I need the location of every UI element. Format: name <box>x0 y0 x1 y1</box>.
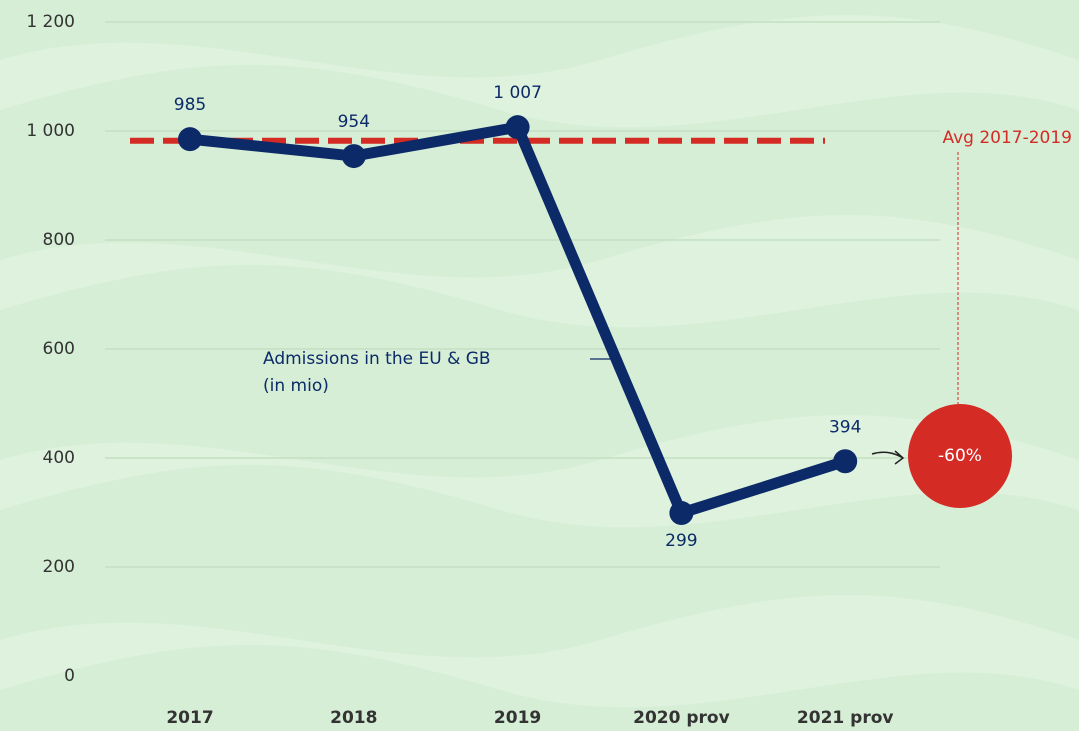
y-tick-label: 600 <box>43 339 75 359</box>
plot: 985 954 1 007 299 394 Admissions in the EU & … <box>174 83 862 551</box>
data-point <box>341 144 366 169</box>
y-tick-label: 200 <box>43 557 75 577</box>
data-label: 1 007 <box>493 83 542 103</box>
data-label: 299 <box>665 531 697 551</box>
x-tick-label: 2020 prov <box>633 708 730 728</box>
x-tick-label: 2021 prov <box>797 708 894 728</box>
data-point <box>505 115 530 140</box>
series-label: (in mio) <box>263 376 329 396</box>
data-point <box>833 449 858 474</box>
reference-label: Avg 2017-2019 <box>942 128 1072 148</box>
x-tick-label: 2019 <box>494 708 541 728</box>
annotation-arrow <box>871 450 905 465</box>
series-label: Admissions in the EU & GB <box>263 349 491 369</box>
annotation-circle <box>908 404 1012 508</box>
background-waves <box>0 15 1079 708</box>
y-tick-label: 0 <box>64 666 75 686</box>
y-tick-label: 400 <box>43 448 75 468</box>
annotation-label: -60% <box>938 446 982 466</box>
data-label: 954 <box>338 112 370 132</box>
y-tick-label: 800 <box>43 230 75 250</box>
grid: 0 200 400 600 800 1 000 1 200 2017 2018 2019 2020 … <box>26 12 940 728</box>
x-tick-label: 2018 <box>330 708 377 728</box>
data-label: 985 <box>174 95 206 115</box>
data-label: 394 <box>829 417 861 437</box>
data-point <box>178 127 202 152</box>
data-point <box>669 501 694 526</box>
x-tick-label: 2017 <box>166 708 213 728</box>
y-tick-label: 1 000 <box>26 121 75 141</box>
y-tick-label: 1 200 <box>26 12 75 32</box>
